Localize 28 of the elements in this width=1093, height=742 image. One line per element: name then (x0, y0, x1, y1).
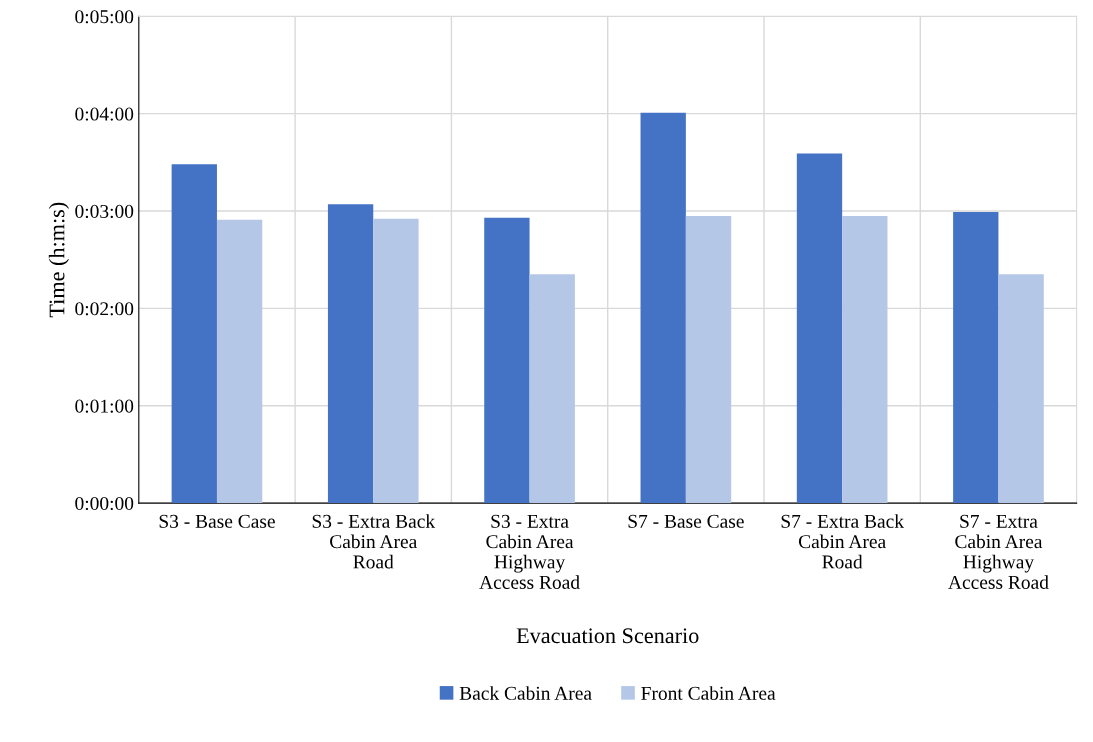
bar (796, 153, 843, 504)
y-axis-title: Time (h:m:s) (48, 202, 69, 318)
bar (171, 164, 217, 504)
x-tick-label: S3 - Extra Cabin Area Highway Access Road (479, 514, 580, 589)
bar (327, 204, 374, 504)
x-tick-label: S7 - Extra Cabin Area Highway Access Road (948, 514, 1049, 589)
y-tick-label: 0:03:00 (75, 204, 134, 219)
y-tick-label: 0:02:00 (75, 302, 134, 316)
bar (216, 219, 263, 504)
legend-label: Front Cabin Area (641, 686, 776, 700)
x-tick-label: S7 - Base Case (628, 514, 744, 528)
bar (685, 215, 732, 504)
y-tick-label: 0:01:00 (75, 399, 134, 413)
bar (373, 218, 419, 504)
x-tick-label: S3 - Extra Back Cabin Area Road (312, 514, 436, 569)
bar (998, 274, 1044, 504)
x-tick-label: S7 - Extra Back Cabin Area Road (781, 514, 904, 569)
legend-label: Back Cabin Area (459, 686, 592, 700)
y-tick-label: 0:04:00 (75, 107, 134, 121)
bar (640, 112, 686, 504)
x-axis-title: Evacuation Scenario (516, 628, 699, 644)
bar (953, 212, 999, 504)
bar (842, 215, 888, 504)
bar (484, 217, 530, 504)
x-tick-label: S3 - Base Case (159, 514, 275, 528)
y-tick-label: 0:05:00 (75, 10, 134, 24)
bar (529, 274, 575, 504)
y-tick-label: 0:00:00 (75, 496, 134, 511)
